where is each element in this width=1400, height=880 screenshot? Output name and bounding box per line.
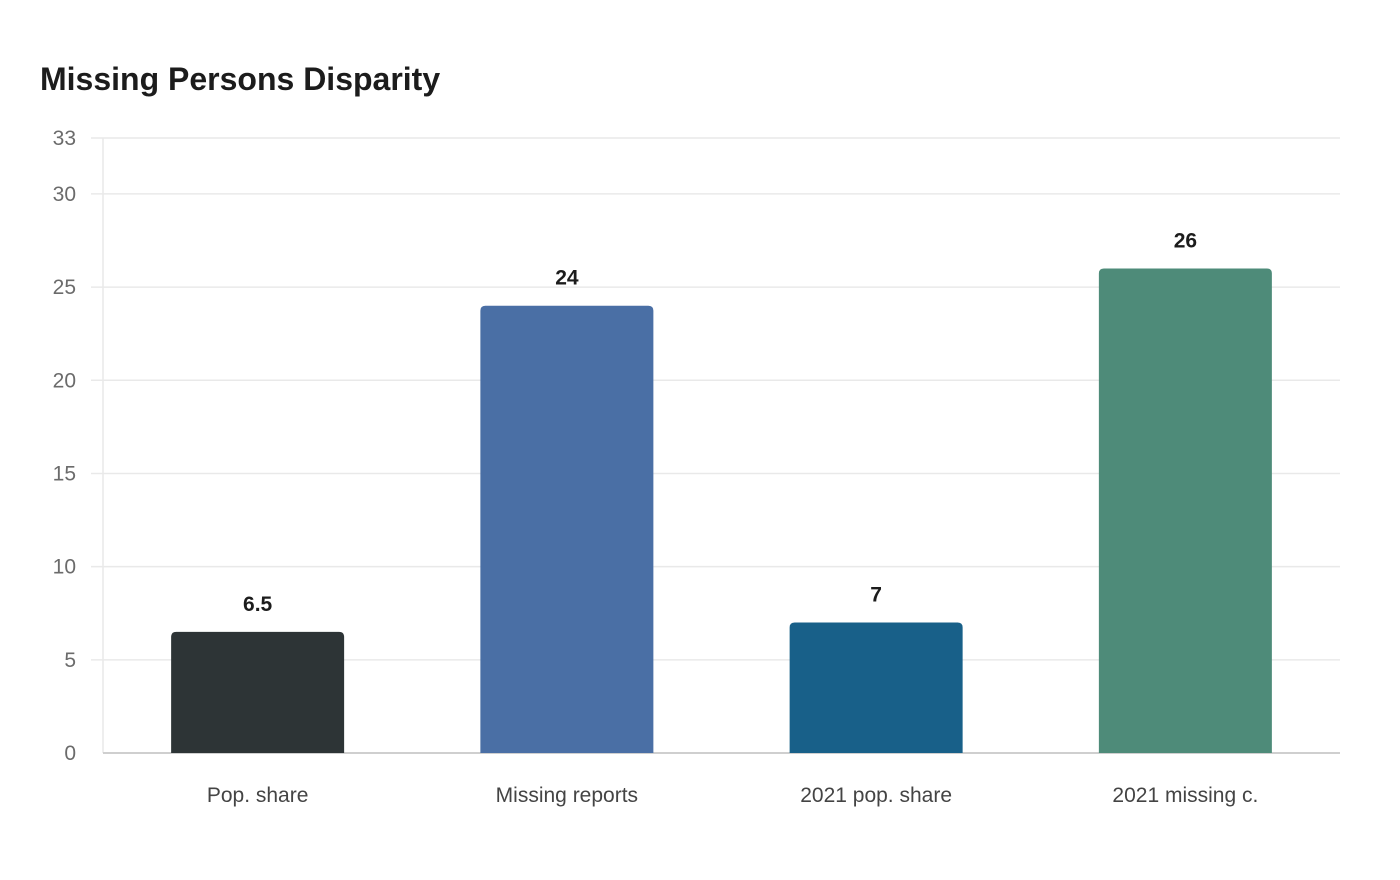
labels: 0 5 10 15 20 25 30 33 6.5 Pop. share 24 Missing rep…: [53, 127, 1259, 807]
bar-value-label: 7: [870, 584, 882, 607]
bar-4: [1098, 268, 1272, 753]
bar-2: [480, 305, 654, 753]
y-tick-label: 5: [64, 649, 76, 672]
bar-3: [789, 622, 963, 753]
y-tick-label: 15: [53, 462, 76, 485]
y-tick-label: 0: [64, 742, 76, 765]
x-category-label: 2021 pop. share: [800, 784, 952, 807]
x-category-label: Missing reports: [496, 784, 638, 807]
bar-value-label: 6.5: [243, 593, 273, 616]
y-tick-label: 10: [53, 556, 76, 579]
chart-title: Missing Persons Disparity: [40, 61, 441, 97]
x-category-label: 2021 missing c.: [1112, 784, 1258, 807]
bars: [171, 268, 1272, 753]
y-tick-label: 33: [53, 127, 76, 150]
bar-1: [171, 631, 345, 753]
bar-value-label: 26: [1174, 229, 1197, 252]
bar-value-label: 24: [555, 267, 579, 290]
y-tick-label: 20: [53, 369, 76, 392]
y-tick-label: 30: [53, 183, 76, 206]
y-tick-label: 25: [53, 276, 76, 299]
x-category-label: Pop. share: [207, 784, 309, 807]
